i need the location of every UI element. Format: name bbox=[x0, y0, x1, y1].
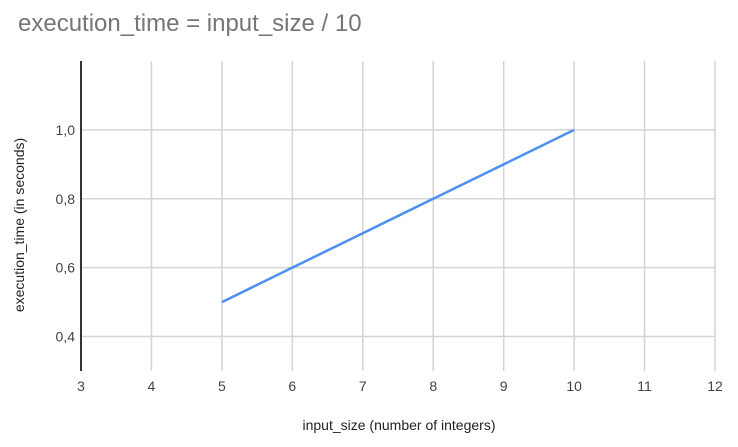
x-tick-label: 6 bbox=[288, 378, 296, 394]
y-tick-label: 0,8 bbox=[56, 191, 76, 207]
x-axis-label: input_size (number of integers) bbox=[303, 417, 496, 433]
x-tick-label: 7 bbox=[359, 378, 367, 394]
x-tick-label: 10 bbox=[566, 378, 582, 394]
x-tick-label: 4 bbox=[148, 378, 156, 394]
x-tick-label: 5 bbox=[218, 378, 226, 394]
y-tick-labels: 0,4 0,6 0,8 1,0 bbox=[56, 122, 76, 345]
y-tick-label: 1,0 bbox=[56, 122, 76, 138]
chart-title: execution_time = input_size / 10 bbox=[18, 10, 362, 37]
x-tick-label: 3 bbox=[77, 378, 85, 394]
x-tick-label: 12 bbox=[707, 378, 723, 394]
x-tick-labels: 3 4 5 6 7 8 9 10 11 12 bbox=[77, 378, 723, 394]
grid-lines bbox=[81, 61, 716, 371]
x-tick-label: 8 bbox=[429, 378, 437, 394]
y-tick-label: 0,6 bbox=[56, 260, 76, 276]
x-tick-label: 11 bbox=[637, 378, 652, 394]
series-line bbox=[221, 128, 575, 304]
series-group bbox=[221, 128, 575, 304]
y-axis-label: execution_time (in seconds) bbox=[11, 138, 27, 312]
x-tick-label: 9 bbox=[500, 378, 508, 394]
y-tick-label: 0,4 bbox=[56, 329, 76, 345]
